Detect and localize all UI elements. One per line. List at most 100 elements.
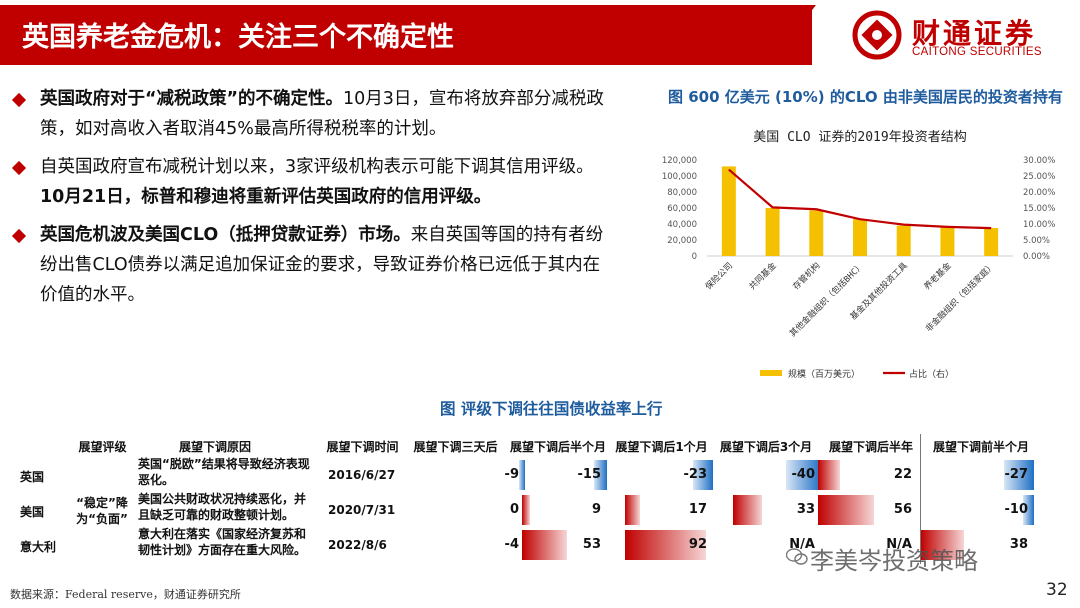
bullet-bold-text: 10月21日，标普和穆迪将重新评估英国政府的信用评级。 bbox=[40, 187, 492, 207]
y-right-tick-label: 25.00% bbox=[1023, 172, 1055, 182]
value-cell: 53 bbox=[522, 530, 607, 560]
bullet-text: 自英国政府宣布减税计划以来，3家评级机构表示可能下调其信用评级。 bbox=[40, 157, 594, 177]
slide-header: 英国养老金危机：关注三个不确定性 财通证券 CAITONG SECURITIES bbox=[0, 0, 1080, 72]
negative-bar bbox=[518, 460, 525, 490]
bar bbox=[896, 225, 911, 256]
diamond-bullet-icon bbox=[11, 92, 27, 108]
legend-line-label: 占比（右） bbox=[909, 368, 954, 380]
table-header: 展望下调后半年 bbox=[828, 440, 913, 454]
legend-bar-label: 规模（百万美元） bbox=[788, 368, 860, 380]
y-left-tick-label: 20,000 bbox=[667, 236, 697, 246]
cell-value: 53 bbox=[582, 537, 601, 552]
bullet-text: 来自英国等国的持有者纷纷出售CLO债券以满足追加保证金的要求，导致证券价格已远低… bbox=[40, 225, 604, 305]
bar bbox=[853, 219, 867, 256]
value-cell: -40 bbox=[733, 460, 821, 490]
y-right-tick-label: 15.00% bbox=[1023, 204, 1055, 214]
table-header: 展望下调时间 bbox=[326, 440, 399, 454]
caitong-logo: 财通证券 CAITONG SECURITIES bbox=[852, 8, 1072, 64]
row-reason: 美国公共财政状况持续恶化，并且缺乏可靠的财政整顿计划。 bbox=[138, 492, 307, 522]
table-header: 展望下调后3个月 bbox=[719, 440, 813, 454]
value-cell: -10 bbox=[921, 495, 1034, 525]
logo-chinese-name: 财通证券 bbox=[912, 17, 1037, 50]
y-left-tick-label: 120,000 bbox=[662, 156, 697, 166]
cell-value: 22 bbox=[893, 467, 912, 482]
title-banner-slant bbox=[770, 5, 816, 65]
value-cell: 22 bbox=[818, 460, 918, 490]
cell-value: -4 bbox=[504, 537, 519, 552]
cell-value: -40 bbox=[791, 467, 816, 482]
y-left-tick-label: 60,000 bbox=[667, 204, 697, 214]
bar bbox=[765, 208, 780, 256]
value-cell: -4 bbox=[453, 530, 525, 560]
cell-value: N/A bbox=[886, 537, 912, 552]
diamond-bullet-icon bbox=[11, 228, 27, 244]
positive-bar bbox=[625, 530, 706, 560]
row-reason: 英国“脱欧”结果将导致经济表现恶化。 bbox=[138, 457, 310, 487]
caitong-logo-icon bbox=[852, 10, 902, 60]
y-right-tick-label: 10.00% bbox=[1023, 220, 1055, 230]
table-header: 展望评级 bbox=[78, 440, 127, 454]
y-left-tick-label: 40,000 bbox=[667, 220, 697, 230]
row-country: 美国 bbox=[20, 505, 45, 519]
value-cell: -27 bbox=[921, 460, 1034, 490]
row-country: 意大利 bbox=[20, 540, 57, 554]
table-header: 展望下调前半个月 bbox=[932, 440, 1029, 454]
positive-bar bbox=[818, 460, 840, 490]
column-separator bbox=[920, 434, 921, 564]
y-right-tick-label: 30.00% bbox=[1023, 156, 1055, 166]
value-cell: 38 bbox=[921, 530, 1034, 560]
table-header: 展望下调后半个月 bbox=[509, 440, 606, 454]
bar bbox=[809, 210, 824, 256]
bullet-bold-text: 英国危机波及美国CLO（抵押贷款证券）市场。 bbox=[40, 225, 411, 245]
cell-value: -9 bbox=[504, 467, 519, 482]
value-cell: -9 bbox=[453, 460, 525, 490]
chart-svg: 美国 CLO 证券的2019年投资者结构 0 20,000 40,000 60,000 8… bbox=[662, 129, 1056, 380]
cell-value: 0 bbox=[509, 502, 519, 517]
negative-bar bbox=[785, 460, 821, 490]
title-banner bbox=[0, 5, 812, 65]
negative-bar bbox=[692, 460, 713, 490]
table-header: 展望下调后1个月 bbox=[615, 440, 708, 454]
value-cell: -15 bbox=[522, 460, 607, 490]
cell-value: -10 bbox=[1004, 502, 1029, 517]
positive-bar bbox=[921, 530, 964, 560]
positive-bar bbox=[625, 495, 640, 525]
table-caption: 图 评级下调往往国债收益率上行 bbox=[440, 400, 663, 418]
value-cell: 33 bbox=[733, 495, 821, 525]
y-right-tick-label: 20.00% bbox=[1023, 188, 1055, 198]
cell-value: 56 bbox=[893, 502, 912, 517]
x-tick-label: 保险公司 bbox=[703, 260, 735, 292]
table-header: 展望下调原因 bbox=[178, 440, 251, 454]
positive-bar bbox=[818, 495, 874, 525]
negative-bar bbox=[1003, 460, 1034, 490]
cell-value: 38 bbox=[1009, 537, 1028, 552]
row-date: 2020/7/31 bbox=[328, 503, 396, 517]
cell-value: 17 bbox=[688, 502, 707, 517]
clo-investor-chart: 美国 CLO 证券的2019年投资者结构 0 20,000 40,000 60,000 8… bbox=[655, 115, 1075, 390]
row-rating: “稳定”降为“负面” bbox=[76, 496, 128, 526]
value-cell: 0 bbox=[453, 495, 525, 525]
x-tick-label: 其他金融组织（包括BHC） bbox=[787, 260, 866, 339]
cell-value: -27 bbox=[1004, 467, 1029, 482]
page-number: 32 bbox=[1046, 580, 1068, 600]
negative-bar bbox=[1022, 495, 1034, 525]
positive-bar bbox=[522, 495, 530, 525]
value-cell: 56 bbox=[818, 495, 918, 525]
cell-value: 33 bbox=[796, 502, 815, 517]
wechat-icon bbox=[786, 548, 808, 565]
bullet-item: 英国政府对于“减税政策”的不确定性。10月3日，宣布将放弃部分减税政策，如对高收… bbox=[10, 84, 610, 144]
row-reason: 意大利在落实《国家经济复苏和韧性计划》方面存在重大风险。 bbox=[138, 527, 307, 557]
y-left-tick-label: 100,000 bbox=[662, 172, 697, 182]
bar bbox=[984, 228, 999, 256]
x-tick-label: 养老基金 bbox=[922, 260, 954, 292]
diamond-bullet-icon bbox=[11, 160, 27, 176]
bar bbox=[940, 227, 955, 256]
bullet-text: 10月3日，宣布将放弃部分减税政策，如对高收入者取消45%最高所得税税率的计划。 bbox=[40, 89, 604, 139]
bullet-item: 英国危机波及美国CLO（抵押贷款证券）市场。来自英国等国的持有者纷纷出售CLO债… bbox=[10, 220, 610, 310]
watermark-text: 李美岑投资策略 bbox=[810, 547, 978, 575]
y-left-tick-label: 0 bbox=[692, 252, 697, 262]
value-cell: N/A bbox=[733, 530, 821, 560]
y-left-tick-label: 80,000 bbox=[667, 188, 697, 198]
negative-bar bbox=[594, 460, 607, 490]
row-country: 英国 bbox=[20, 470, 45, 484]
